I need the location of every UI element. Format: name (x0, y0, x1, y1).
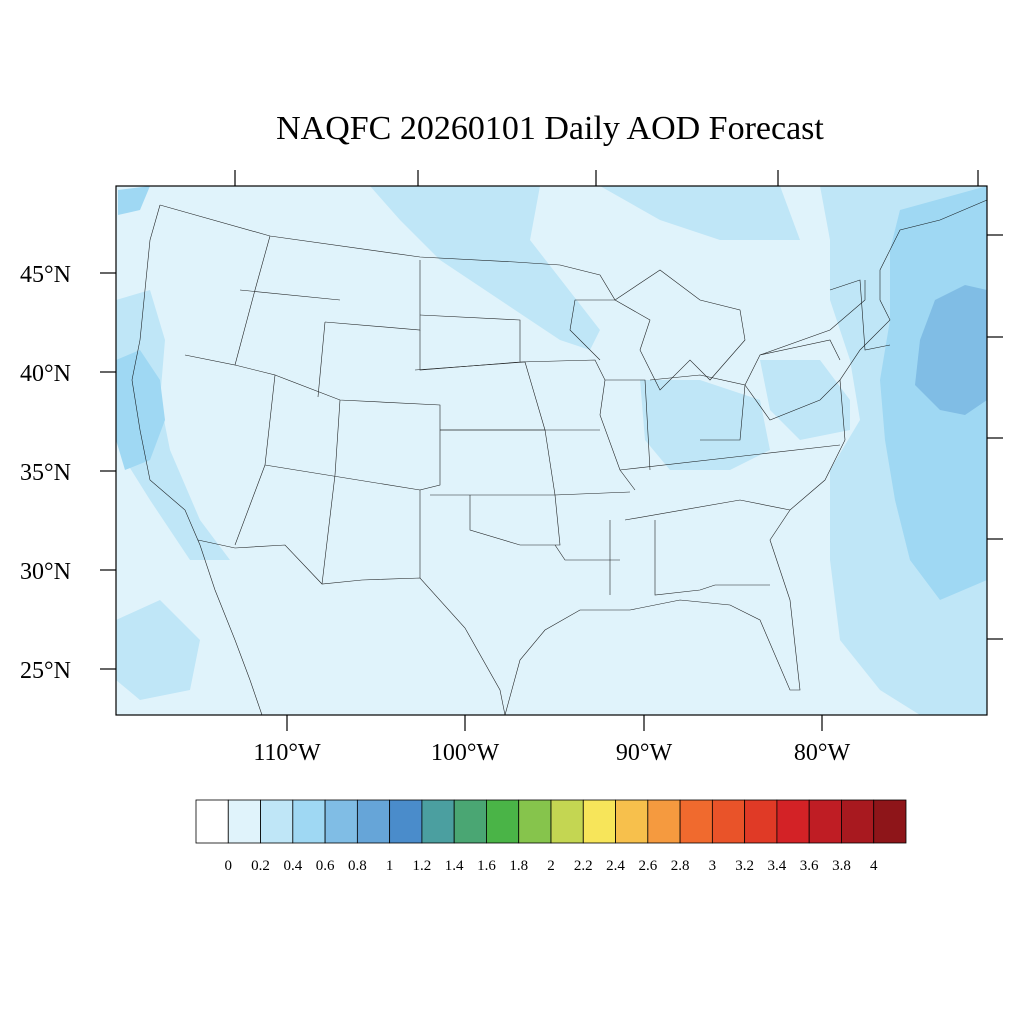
state-borders (131, 199, 988, 716)
lat-label: 30°N (20, 559, 71, 585)
colorbar-label: 1.8 (509, 858, 528, 874)
colorbar-swatch (486, 799, 520, 844)
colorbar-swatch (227, 799, 261, 844)
colorbar-swatch (389, 799, 423, 844)
colorbar-label: 2 (547, 858, 555, 874)
lon-label: 80°W (794, 740, 851, 766)
colorbar-label: 2.2 (574, 858, 593, 874)
map-title: NAQFC 20260101 Daily AOD Forecast (276, 110, 824, 147)
colorbar-swatch (873, 799, 907, 844)
aod-field-0.8 (915, 285, 987, 415)
colorbar-swatch (615, 799, 649, 844)
colorbar-swatch (453, 799, 487, 844)
colorbar-swatch (744, 799, 778, 844)
colorbar-label: 4 (870, 858, 878, 874)
colorbar-swatch (356, 799, 391, 844)
colorbar-label: 0.8 (348, 858, 367, 874)
lon-label: 110°W (253, 740, 321, 766)
colorbar-label: 3.8 (832, 858, 851, 874)
lat-label: 45°N (20, 262, 71, 288)
colorbar-labels: 0 0.2 0.4 0.6 0.8 1 1.2 1.4 1.6 1.8 2 2.2 2.4 2.6 2.8 3… (225, 858, 878, 874)
colorbar-label: 0.4 (283, 858, 302, 874)
colorbar-swatch (292, 799, 326, 844)
lon-label: 100°W (431, 740, 500, 766)
left-ticks (100, 272, 116, 670)
colorbar (195, 799, 907, 844)
colorbar-swatch (421, 799, 455, 844)
colorbar-swatch (582, 799, 616, 844)
colorbar-label: 3 (709, 858, 717, 874)
colorbar-label: 2.4 (606, 858, 625, 874)
colorbar-label: 2.6 (638, 858, 657, 874)
colorbar-swatch (711, 799, 746, 844)
colorbar-swatch (647, 799, 681, 844)
colorbar-label: 3.2 (735, 858, 754, 874)
colorbar-label: 3.4 (768, 858, 787, 874)
colorbar-swatch (195, 799, 229, 844)
colorbar-label: 2.8 (671, 858, 690, 874)
colorbar-label: 1.4 (445, 858, 464, 874)
lat-label: 25°N (20, 658, 71, 684)
colorbar-label: 1.6 (477, 858, 496, 874)
top-ticks (234, 170, 979, 186)
bottom-ticks (286, 715, 823, 731)
colorbar-label: 0.6 (316, 858, 335, 874)
map-frame (115, 185, 988, 716)
colorbar-swatch (776, 799, 810, 844)
colorbar-label: 0 (225, 858, 233, 874)
colorbar-swatch (260, 799, 294, 844)
colorbar-swatch (841, 799, 875, 844)
colorbar-label: 0.2 (251, 858, 270, 874)
colorbar-swatch (550, 799, 584, 844)
lon-label: 90°W (616, 740, 673, 766)
colorbar-swatch (679, 799, 713, 844)
lat-label: 35°N (20, 460, 71, 486)
right-ticks (987, 234, 1003, 640)
colorbar-swatch (518, 799, 552, 844)
colorbar-swatch (808, 799, 842, 844)
colorbar-label: 3.6 (800, 858, 819, 874)
colorbar-label: 1 (386, 858, 394, 874)
colorbar-swatch (324, 799, 358, 844)
lat-label: 40°N (20, 361, 71, 387)
colorbar-label: 1.2 (413, 858, 432, 874)
